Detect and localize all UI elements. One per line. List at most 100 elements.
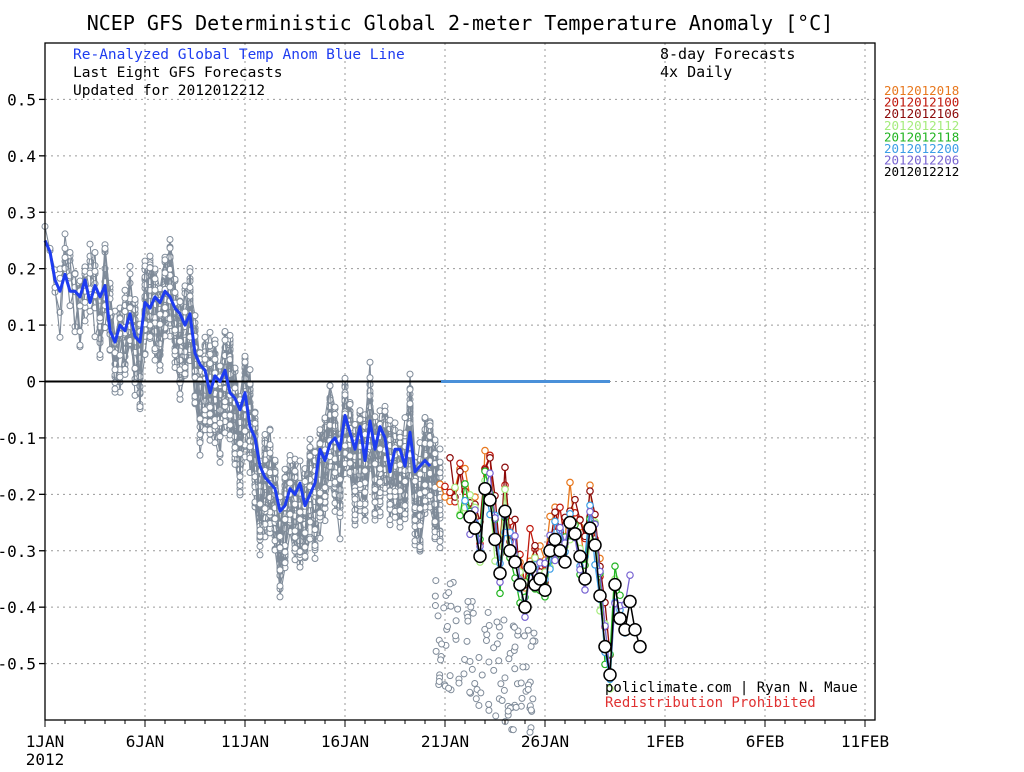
prior-run-point (146, 264, 154, 272)
prior-run-point (475, 654, 483, 662)
prior-run-point (331, 410, 339, 418)
latest-forecast-point (573, 549, 587, 564)
prior-run-point (336, 535, 344, 543)
prior-run-point (426, 422, 434, 430)
prior-run-point (391, 487, 399, 495)
prior-run-point (481, 625, 489, 633)
prior-run-point (351, 487, 359, 495)
prior-run-point (221, 398, 229, 406)
prior-run-point (201, 333, 209, 341)
prior-run-point (396, 433, 404, 441)
prior-run-point (485, 706, 493, 714)
prior-run-point (497, 680, 505, 688)
prior-run-point (76, 302, 84, 310)
latest-forecast-point (613, 611, 627, 626)
reanalysis-series (43, 239, 432, 513)
prior-run-point (432, 577, 440, 585)
prior-run-point (251, 409, 259, 417)
prior-run-point (236, 482, 244, 490)
prior-run-point (445, 684, 453, 692)
prior-run-point (511, 643, 519, 651)
prior-run-point (406, 370, 414, 378)
forecast-point (446, 488, 454, 497)
prior-run-point (524, 626, 532, 634)
prior-run-point (406, 400, 414, 408)
forecast-point (586, 487, 594, 495)
prior-run-point (406, 386, 414, 394)
x-tick-label: 11JAN (221, 732, 269, 751)
prior-run-point (151, 275, 159, 283)
prior-run-point (475, 701, 483, 709)
prior-run-point (206, 328, 214, 336)
prior-run-point (121, 294, 129, 302)
prior-run-point (416, 504, 424, 512)
prior-run-point (436, 544, 444, 552)
forecast-point (456, 467, 464, 476)
latest-forecast-point (548, 532, 562, 547)
prior-run-point (361, 467, 369, 475)
legend-entry: 2012012106 (884, 106, 959, 121)
prior-run-point (156, 310, 164, 318)
prior-run-point (236, 439, 244, 447)
latest-forecast-point (598, 639, 612, 654)
latest-forecast-point (588, 538, 602, 552)
prior-run-point (401, 414, 409, 422)
prior-run-point (311, 448, 319, 456)
latest-forecast-point (623, 594, 637, 609)
legend-entry: 2012012200 (884, 141, 959, 156)
forecast-point (531, 554, 539, 562)
prior-run-point (500, 616, 508, 624)
prior-run-point (438, 640, 446, 648)
prior-run-point (336, 486, 344, 494)
prior-run-point (316, 509, 324, 517)
latest-forecast-point (633, 639, 647, 654)
prior-run-point (490, 644, 498, 652)
forecast-point (541, 559, 549, 568)
prior-run-point (171, 347, 179, 355)
prior-run-point (376, 465, 384, 473)
prior-run-point (431, 592, 439, 600)
prior-run-point (66, 249, 74, 257)
x-tick-label: 1JAN (26, 732, 65, 751)
prior-run-point (256, 526, 264, 534)
prior-run-point (276, 566, 284, 574)
prior-run-point (231, 443, 239, 451)
prior-run-point (530, 629, 538, 637)
prior-run-point (371, 510, 379, 518)
prior-run-point (306, 452, 314, 460)
prior-run-point (498, 696, 506, 704)
prior-run-point (176, 298, 184, 306)
prior-run-point (376, 478, 384, 486)
prior-run-point (176, 337, 184, 345)
latest-forecast-point (513, 577, 527, 592)
prior-run-point (216, 419, 224, 427)
forecast-point (611, 562, 619, 570)
axes: 0.5 0.4 0.3 0.2 0.1 0 -0.1 -0.2 -0.3 -0.4 -0.5 1JAN… (0, 90, 889, 769)
latest-forecast-point (468, 521, 482, 535)
forecast-point (546, 512, 554, 521)
prior-run-point (241, 358, 249, 366)
forecast-point (566, 478, 574, 487)
prior-run-point (66, 302, 74, 310)
prior-run-point (529, 637, 537, 645)
prior-run-point (386, 436, 394, 444)
prior-run-point (518, 694, 526, 702)
prior-run-point (452, 632, 460, 640)
y-tick-label: 0.2 (7, 260, 36, 279)
prior-run-point (126, 304, 134, 312)
prior-run-point (196, 439, 204, 447)
prior-run-point (116, 315, 124, 323)
prior-run-point (81, 298, 89, 306)
prior-run-point (416, 543, 424, 551)
forecast-point (521, 613, 529, 621)
prior-run-point (381, 407, 389, 415)
prior-run-point (131, 296, 139, 304)
latest-forecast-point (518, 600, 532, 614)
prior-run-point (446, 580, 454, 588)
prior-run-point (236, 449, 244, 457)
forecast-point (446, 454, 454, 462)
legend-entry: 2012012206 (884, 153, 959, 168)
prior-run-point (216, 450, 224, 458)
forecast-point (451, 483, 459, 492)
prior-run-point (478, 671, 486, 679)
